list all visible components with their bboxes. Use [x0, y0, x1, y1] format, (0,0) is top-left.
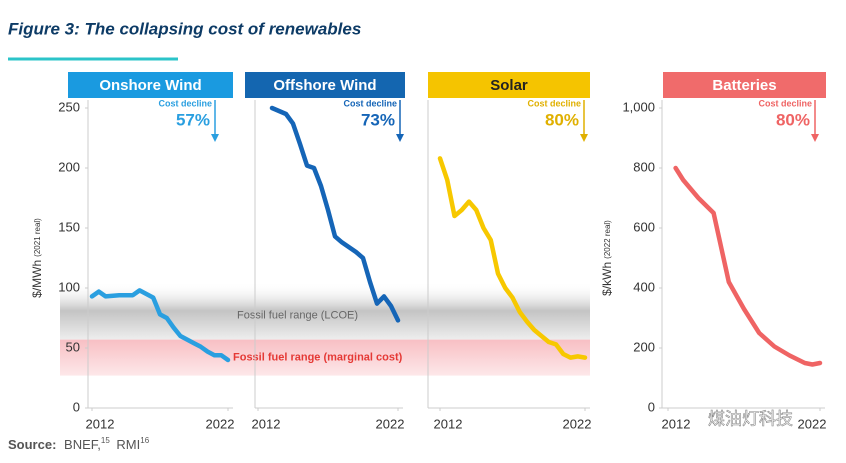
y-tick-label: 400 — [633, 279, 655, 294]
x-tick-label: 2022 — [563, 416, 592, 431]
cost-decline: 57% — [176, 110, 210, 129]
ref: 16 — [140, 436, 149, 445]
panel: Offshore Wind 2012 2022 Cost decline 73% — [245, 72, 405, 431]
y-axis-note: (2021 real) — [33, 218, 42, 257]
ref: 15 — [101, 436, 110, 445]
x-tick-label: 2012 — [662, 416, 691, 431]
y-tick-label: 0 — [648, 399, 655, 414]
panel: Solar 2012 2022 Cost decline 80% — [427, 72, 592, 431]
band — [60, 282, 590, 340]
source-label: Source: — [8, 437, 56, 452]
annotation: Cost decline — [343, 98, 397, 108]
decline-arrowhead — [211, 134, 219, 142]
x-tick-label: 2012 — [434, 416, 463, 431]
source-text: BNEF, — [64, 437, 101, 452]
band-label: Fossil fuel range (LCOE) — [237, 310, 358, 322]
panel-title: Offshore Wind — [273, 77, 376, 94]
y-axis-label: $/MWh (2021 real) — [30, 218, 44, 298]
watermark: 煤油灯科技 — [708, 409, 793, 428]
panels: Onshore Wind 0 50 100 150 200 250 2012 2022 $/MWh… — [30, 72, 826, 431]
figure-title: Figure 3: The collapsing cost of renewab… — [8, 19, 361, 38]
y-tick-label: 150 — [58, 219, 80, 234]
series-line — [673, 165, 823, 367]
y-tick-label: 600 — [633, 219, 655, 234]
y-tick-label: 200 — [633, 339, 655, 354]
band-label: Fossil fuel range (marginal cost) — [233, 352, 403, 364]
x-tick-label: 2022 — [798, 416, 827, 431]
panel-header — [68, 72, 233, 98]
cost-decline: 73% — [361, 110, 395, 129]
annotation: Cost decline — [527, 98, 581, 108]
x-tick-label: 2012 — [252, 416, 281, 431]
y-tick-label: 1,000 — [622, 99, 655, 114]
panel: Onshore Wind 0 50 100 150 200 250 2012 2022 $/MWh… — [30, 72, 234, 431]
cost-decline: 80% — [545, 110, 579, 129]
y-tick-label: 0 — [73, 399, 80, 414]
x-tick-label: 2022 — [376, 416, 405, 431]
cost-decline: 80% — [776, 110, 810, 129]
decline-arrowhead — [811, 134, 819, 142]
y-tick-label: 50 — [66, 339, 80, 354]
panel: Batteries 0 200 400 600 800 1,000 2012 2022 $/kWh… — [600, 72, 826, 431]
y-axis-label: $/kWh (2022 real) — [600, 220, 614, 296]
panel-title: Batteries — [712, 77, 776, 94]
y-tick-label: 250 — [58, 99, 80, 114]
panel-title: Onshore Wind — [99, 77, 201, 94]
y-axis-unit: $/kWh — [600, 262, 614, 296]
decline-arrowhead — [580, 134, 588, 142]
band — [60, 339, 590, 376]
source: Source: BNEF,15 RMI16 — [8, 432, 150, 452]
panel-header — [663, 72, 826, 98]
y-tick-label: 100 — [58, 279, 80, 294]
annotation: Cost decline — [158, 98, 212, 108]
decline-arrowhead — [396, 134, 404, 142]
series-line — [89, 288, 231, 363]
y-tick-label: 200 — [58, 159, 80, 174]
annotation: Cost decline — [758, 98, 812, 108]
bands: Fossil fuel range (LCOE) Fossil fuel rang… — [60, 282, 590, 376]
panel-header — [428, 72, 590, 98]
y-tick-label: 800 — [633, 159, 655, 174]
series-line — [269, 105, 401, 323]
x-tick-label: 2022 — [206, 416, 235, 431]
panel-title: Solar — [490, 77, 528, 94]
source-text: RMI — [116, 437, 140, 452]
y-axis-unit: $/MWh — [30, 260, 44, 298]
x-tick-label: 2012 — [86, 416, 115, 431]
panel-header — [245, 72, 405, 98]
series-line — [437, 156, 588, 360]
y-axis-note: (2022 real) — [603, 220, 612, 259]
